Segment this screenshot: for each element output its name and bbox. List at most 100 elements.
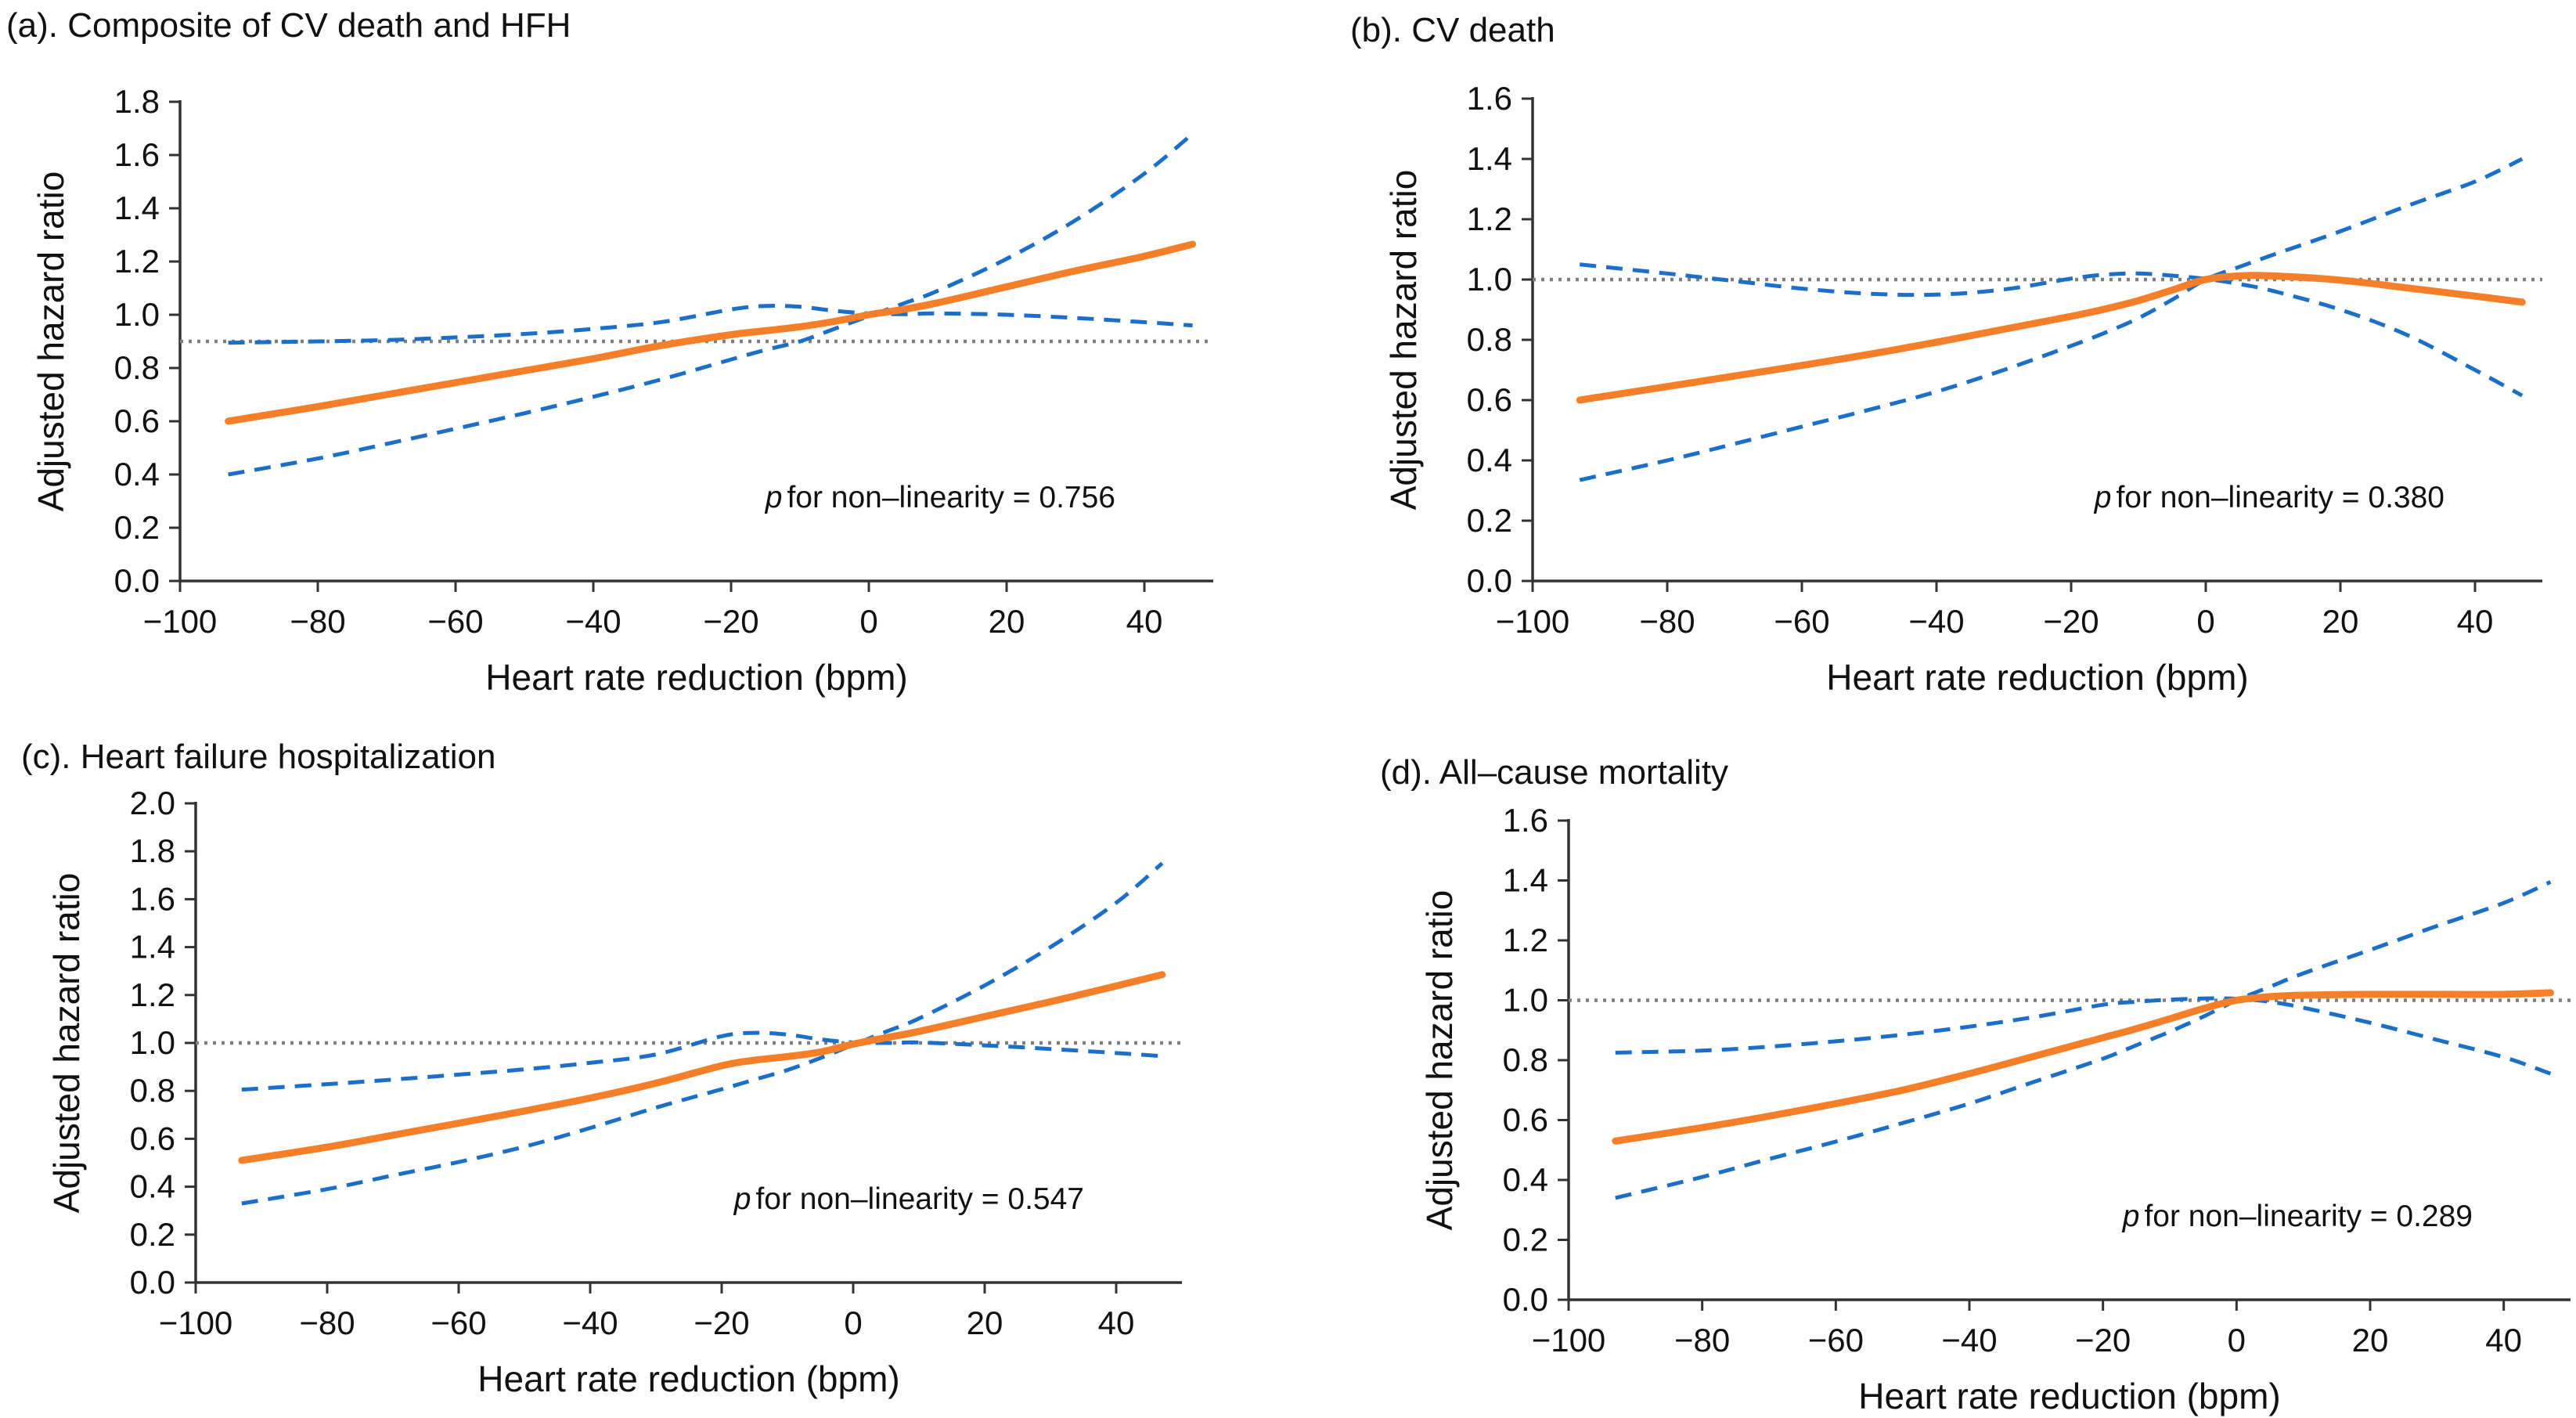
panel-a-title: (a). Composite of CV death and HFH — [6, 6, 571, 45]
panel-a-x-axis-label: Heart rate reduction (bpm) — [485, 657, 908, 698]
x-tick-label: −80 — [1674, 1322, 1730, 1358]
y-tick-label: 1.6 — [114, 136, 160, 173]
y-tick-label: 0.4 — [1503, 1161, 1548, 1198]
y-tick-label: 0.8 — [1503, 1041, 1548, 1078]
y-tick-label: 0.0 — [1467, 562, 1512, 599]
p-text: for non–linearity = 0.289 — [2144, 1200, 2473, 1233]
p-text: for non–linearity = 0.756 — [787, 481, 1115, 514]
x-tick-label: −40 — [565, 603, 621, 640]
y-tick-label: 1.2 — [114, 243, 160, 280]
y-tick-label: 1.4 — [114, 189, 160, 226]
x-tick-label: −20 — [2043, 603, 2099, 640]
x-tick-label: 0 — [2196, 603, 2214, 640]
x-tick-label: 0 — [859, 603, 877, 640]
x-tick-label: −100 — [143, 603, 218, 640]
y-tick-label: 1.2 — [1467, 200, 1512, 237]
y-tick-label: 1.4 — [130, 929, 175, 965]
x-tick-label: 40 — [1098, 1304, 1135, 1341]
estimate-curve — [1576, 272, 2526, 404]
x-tick-label: 40 — [2457, 603, 2494, 640]
y-tick-label: 0.8 — [130, 1072, 175, 1109]
panel-b-p-nonlinearity-note: p for non–linearity = 0.380 — [2095, 481, 2444, 515]
panel-c-p-nonlinearity-note: p for non–linearity = 0.547 — [734, 1182, 1084, 1217]
y-tick-label: 0.2 — [130, 1216, 175, 1253]
y-tick-label: 0.4 — [130, 1168, 175, 1205]
y-tick-label: 1.4 — [1503, 862, 1548, 899]
y-tick-label: 1.6 — [130, 880, 175, 917]
x-tick-label: 20 — [989, 603, 1025, 640]
panel-d-title: (d). All–cause mortality — [1380, 753, 1729, 792]
panel-d-x-axis-label: Heart rate reduction (bpm) — [1858, 1376, 2281, 1416]
panel-c-spline-chart: 0.0 0.2 0.4 0.6 0.8 1.0 1.2 1.4 1.6 1.8 2.0 −100 −80… — [130, 785, 1182, 1341]
x-tick-label: −60 — [427, 603, 483, 640]
panel-d-p-nonlinearity-note: p for non–linearity = 0.289 — [2123, 1200, 2473, 1234]
y-tick-label: 2.0 — [130, 785, 175, 821]
y-tick-label: 0.4 — [1467, 442, 1512, 478]
y-tick-label: 1.8 — [130, 832, 175, 869]
x-tick-label: 40 — [2485, 1322, 2522, 1358]
p-symbol: p — [733, 1182, 751, 1216]
x-tick-label: −80 — [299, 1304, 355, 1341]
y-tick-label: 0.0 — [114, 562, 160, 599]
x-tick-label: −60 — [1774, 603, 1829, 640]
x-tick-label: −20 — [2075, 1322, 2131, 1358]
estimate-curve — [225, 240, 1197, 425]
y-tick-label: 1.6 — [1467, 80, 1512, 117]
x-tick-label: 0 — [2228, 1322, 2246, 1358]
x-tick-label: −40 — [1941, 1322, 1997, 1358]
y-tick-label: 0.0 — [130, 1264, 175, 1301]
x-tick-label: −40 — [1908, 603, 1964, 640]
panel-b-x-axis-label: Heart rate reduction (bpm) — [1826, 657, 2249, 698]
y-tick-label: 0.8 — [1467, 321, 1512, 358]
x-tick-label: 20 — [2352, 1322, 2389, 1358]
p-symbol: p — [2094, 481, 2112, 514]
y-tick-label: 0.4 — [114, 456, 160, 493]
confidence-interval-curve — [1615, 996, 2552, 1076]
confidence-interval-curve — [228, 132, 1194, 477]
y-tick-label: 0.6 — [1467, 381, 1512, 418]
y-tick-label: 1.6 — [1503, 802, 1548, 839]
y-tick-label: 1.4 — [1467, 140, 1512, 177]
estimate-curve — [238, 971, 1166, 1164]
confidence-interval-curve — [1579, 262, 2524, 398]
estimate-curve — [1612, 989, 2554, 1145]
confidence-interval-curve — [241, 1030, 1162, 1092]
p-symbol: p — [765, 481, 783, 514]
y-tick-label: 0.6 — [130, 1120, 175, 1156]
x-tick-label: −100 — [1496, 603, 1570, 640]
y-tick-label: 0.8 — [114, 349, 160, 386]
x-tick-label: 20 — [967, 1304, 1003, 1341]
panel-b-spline-chart: 0.0 0.2 0.4 0.6 0.8 1.0 1.2 1.4 1.6 −100 −80 −60 −40… — [1467, 80, 2542, 640]
panel-a-y-axis-label: Adjusted hazard ratio — [31, 171, 71, 512]
x-tick-label: −20 — [703, 603, 758, 640]
y-tick-label: 1.2 — [1503, 922, 1548, 958]
y-tick-label: 1.0 — [130, 1024, 175, 1061]
confidence-interval-curve — [228, 304, 1193, 345]
x-tick-label: −60 — [1808, 1322, 1864, 1358]
panel-a-spline-chart: 0.0 0.2 0.4 0.6 0.8 1.0 1.2 1.4 1.6 1.8 −100 −80 −60… — [114, 83, 1213, 640]
confidence-interval-curve — [1579, 157, 2524, 482]
x-tick-label: 0 — [844, 1304, 862, 1341]
panel-a-p-nonlinearity-note: p for non–linearity = 0.756 — [766, 481, 1115, 515]
p-symbol: p — [2122, 1200, 2140, 1233]
y-tick-label: 0.2 — [114, 509, 160, 546]
y-tick-label: 0.0 — [1503, 1281, 1548, 1318]
panel-d-spline-chart: 0.0 0.2 0.4 0.6 0.8 1.0 1.2 1.4 1.6 −100 −80 −60 −40… — [1503, 802, 2571, 1358]
y-tick-label: 1.0 — [1467, 261, 1512, 298]
panel-b-title: (b). CV death — [1350, 11, 1555, 49]
y-tick-label: 1.2 — [130, 976, 175, 1013]
x-tick-label: 20 — [2322, 603, 2359, 640]
confidence-interval-curve — [241, 861, 1164, 1206]
panel-d-y-axis-label: Adjusted hazard ratio — [1419, 889, 1460, 1231]
x-tick-label: 40 — [1126, 603, 1163, 640]
panel-c-x-axis-label: Heart rate reduction (bpm) — [477, 1358, 900, 1399]
x-tick-label: −80 — [290, 603, 345, 640]
p-text: for non–linearity = 0.547 — [755, 1182, 1084, 1216]
p-text: for non–linearity = 0.380 — [2116, 481, 2444, 514]
x-tick-label: −100 — [1532, 1322, 1606, 1358]
x-tick-label: −80 — [1639, 603, 1695, 640]
x-tick-label: −60 — [431, 1304, 486, 1341]
panel-c-title: (c). Heart failure hospitalization — [21, 738, 496, 776]
confidence-interval-curve — [1615, 880, 2552, 1200]
